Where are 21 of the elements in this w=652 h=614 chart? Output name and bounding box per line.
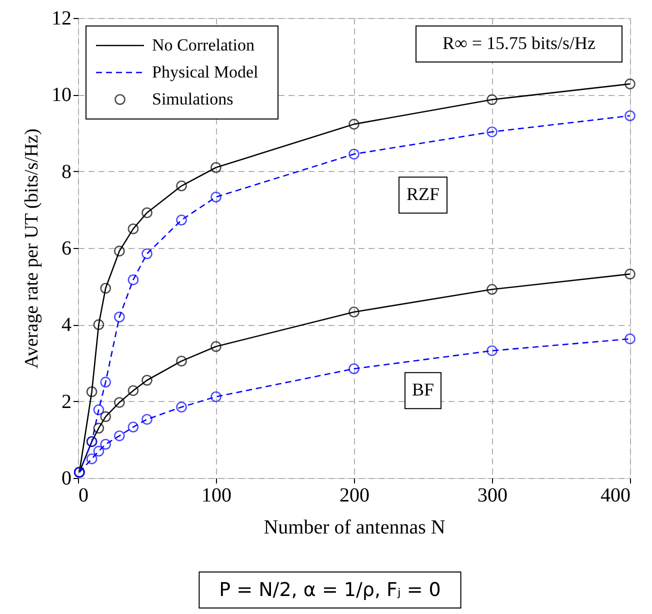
x-tick-label: 100	[202, 484, 232, 506]
y-tick-label: 6	[62, 238, 72, 260]
x-tick-label: 200	[340, 484, 370, 506]
y-tick-label: 4	[62, 314, 72, 336]
x-tick-label: 0	[78, 484, 88, 506]
annotation: BF	[412, 380, 434, 400]
annotation: R∞ = 15.75 bits/s/Hz	[442, 33, 596, 53]
annotation: RZF	[406, 184, 440, 204]
legend-label: Physical Model	[152, 62, 259, 82]
legend-label: Simulations	[152, 90, 234, 108]
x-tick-label: 300	[478, 484, 508, 506]
x-tick-label: 400	[600, 484, 630, 506]
y-tick-label: 12	[52, 8, 72, 30]
text: P = N/2, α = 1/ρ, Fⱼ = 0	[219, 579, 441, 601]
x-axis-title: Number of antennas N	[264, 516, 446, 538]
y-axis-title: Average rate per UT (bits/s/Hz)	[22, 128, 42, 368]
y-tick-label: 8	[62, 160, 72, 183]
y-tick-label: 2	[62, 390, 72, 413]
y-tick-label: 10	[52, 84, 72, 106]
legend-label: No Correlation	[152, 36, 255, 54]
y-tick-label: 0	[62, 468, 72, 490]
